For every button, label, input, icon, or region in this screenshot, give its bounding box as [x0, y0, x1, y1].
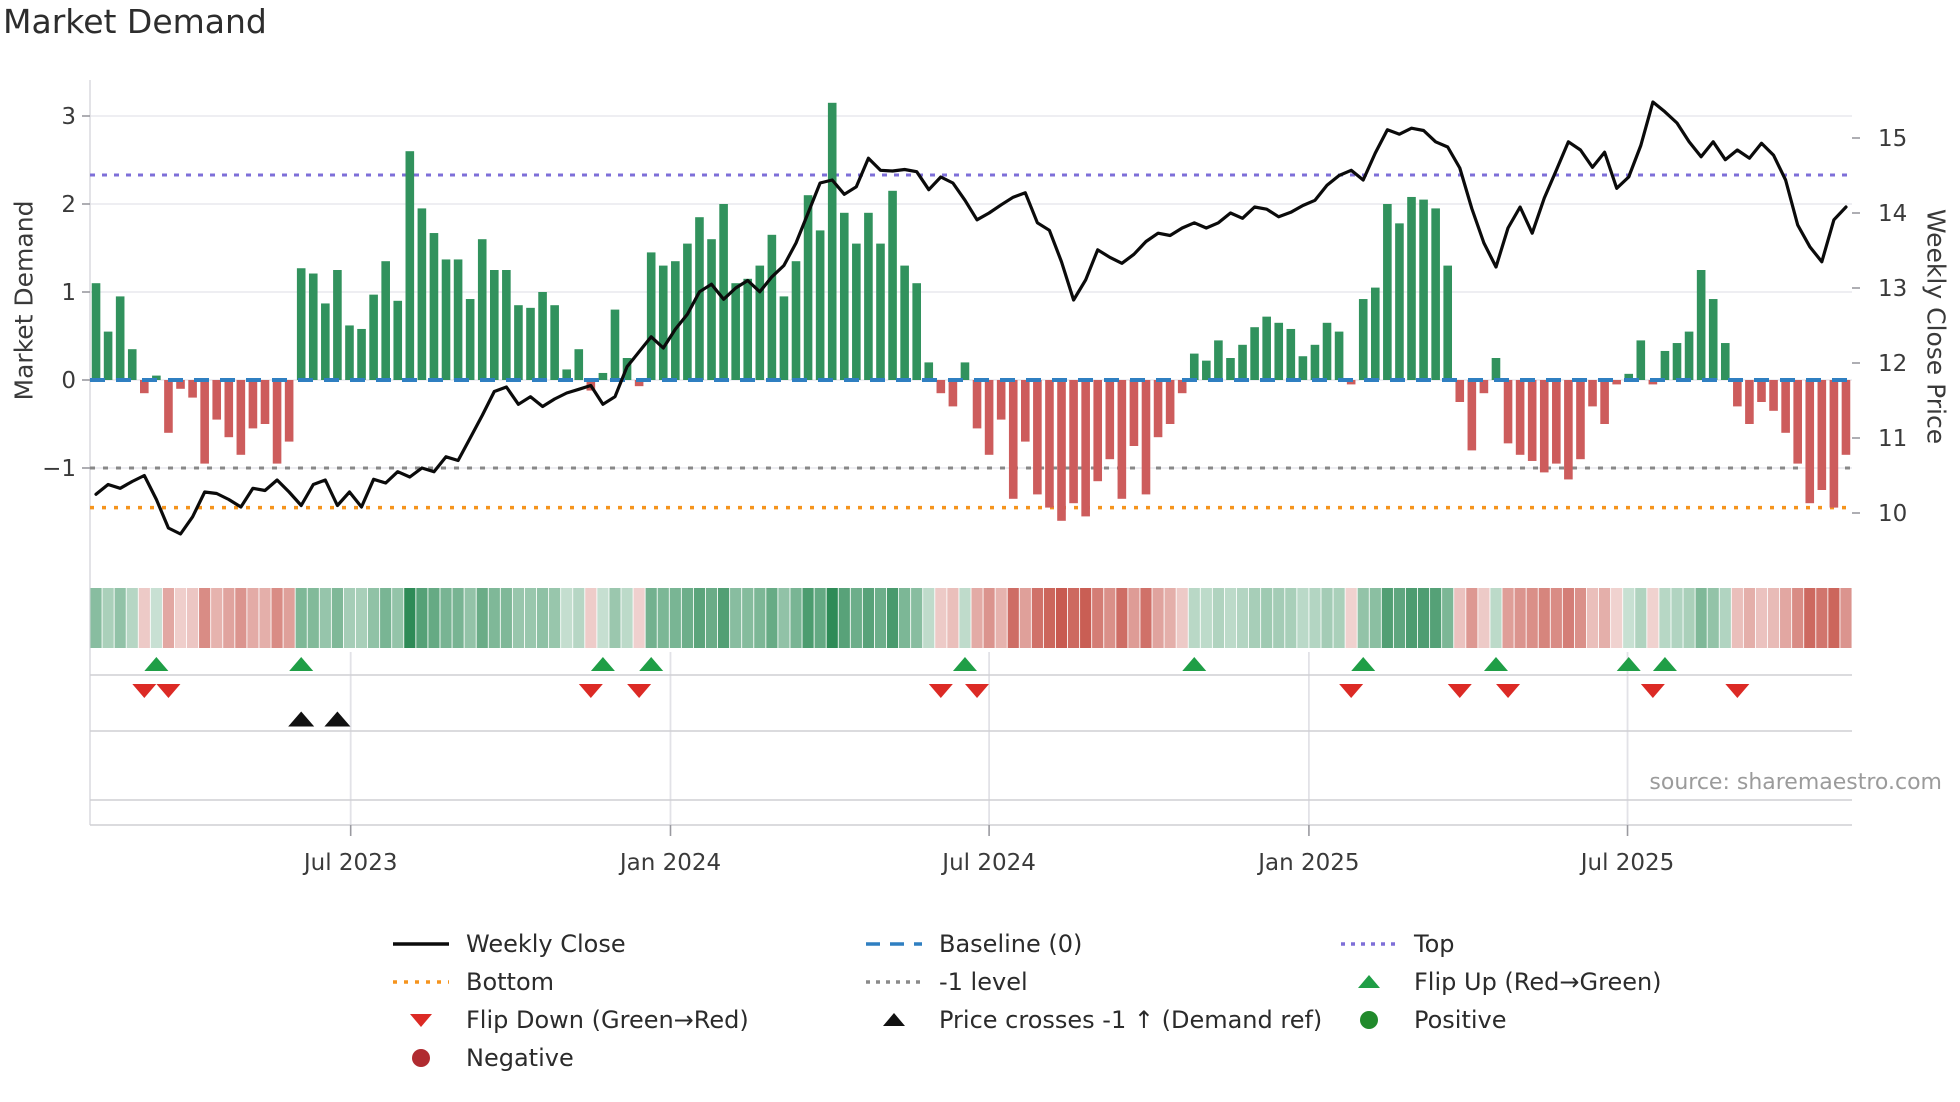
svg-text:11: 11	[1878, 426, 1907, 452]
legend-item-price-cross: Price crosses -1 ↑ (Demand ref)	[863, 1001, 1322, 1039]
bottom-dotted-line-icon	[393, 980, 449, 984]
legend-label: Flip Down (Green→Red)	[466, 1006, 749, 1034]
legend-label: Baseline (0)	[939, 930, 1083, 958]
negative-dot-icon	[412, 1049, 430, 1067]
svg-text:Jul 2024: Jul 2024	[940, 850, 1036, 876]
legend-item-negative: Negative	[390, 1039, 749, 1077]
legend-label: Price crosses -1 ↑ (Demand ref)	[939, 1006, 1323, 1034]
legend-item-top: Top	[1338, 925, 1662, 963]
legend-label: Weekly Close	[466, 930, 626, 958]
positive-dot-icon	[1360, 1011, 1378, 1029]
svg-text:Jul 2023: Jul 2023	[302, 850, 398, 876]
chart-legend: Weekly Close Bottom Flip Down (Green→Red…	[0, 925, 1960, 1095]
baseline-dash-icon	[866, 942, 922, 946]
svg-text:13: 13	[1878, 276, 1907, 302]
legend-column-2: Baseline (0) -1 level Price crosses -1 ↑…	[863, 925, 1322, 1039]
svg-text:14: 14	[1878, 201, 1907, 227]
svg-text:Jul 2025: Jul 2025	[1579, 850, 1675, 876]
legend-label: -1 level	[939, 968, 1028, 996]
top-dotted-line-icon	[1341, 942, 1397, 946]
gridlines-layer	[89, 80, 1852, 825]
legend-item-positive: Positive	[1338, 1001, 1662, 1039]
svg-text:−1: −1	[42, 456, 76, 482]
legend-label: Flip Up (Red→Green)	[1414, 968, 1662, 996]
svg-text:3: 3	[61, 104, 76, 130]
price-line-layer	[94, 100, 1848, 536]
legend-column-3: Top Flip Up (Red→Green) Positive	[1338, 925, 1662, 1039]
flip-up-triangle-icon	[1358, 975, 1380, 988]
svg-text:Jan 2025: Jan 2025	[1256, 850, 1359, 876]
svg-text:2: 2	[61, 192, 76, 218]
demand-bars-layer	[91, 102, 1851, 521]
legend-item-flip-up: Flip Up (Red→Green)	[1338, 963, 1662, 1001]
flip-down-triangle-icon	[410, 1014, 432, 1027]
minus1-dotted-line-icon	[866, 980, 922, 984]
source-credit: source: sharemaestro.com	[1649, 770, 1942, 795]
legend-item-weekly-close: Weekly Close	[390, 925, 749, 963]
svg-text:15: 15	[1878, 126, 1907, 152]
legend-item-baseline: Baseline (0)	[863, 925, 1322, 963]
weekly-close-line-icon	[393, 942, 449, 946]
legend-label: Top	[1414, 930, 1455, 958]
legend-item-bottom: Bottom	[390, 963, 749, 1001]
level-lines-layer	[90, 173, 1852, 510]
price-cross-triangle-icon	[883, 1013, 905, 1026]
legend-column-1: Weekly Close Bottom Flip Down (Green→Red…	[390, 925, 749, 1077]
legend-item-flip-down: Flip Down (Green→Red)	[390, 1001, 749, 1039]
svg-text:Jan 2024: Jan 2024	[618, 850, 721, 876]
legend-label: Bottom	[466, 968, 555, 996]
legend-item-minus1-level: -1 level	[863, 963, 1322, 1001]
page-title: Market Demand	[3, 2, 267, 41]
svg-text:10: 10	[1878, 501, 1907, 527]
svg-text:12: 12	[1878, 351, 1907, 377]
svg-text:1: 1	[61, 280, 76, 306]
heatmap-strip	[90, 588, 1852, 648]
svg-text:0: 0	[61, 368, 76, 394]
legend-label: Negative	[466, 1044, 574, 1072]
marker-rows-layer	[90, 652, 1852, 826]
legend-label: Positive	[1414, 1006, 1507, 1034]
